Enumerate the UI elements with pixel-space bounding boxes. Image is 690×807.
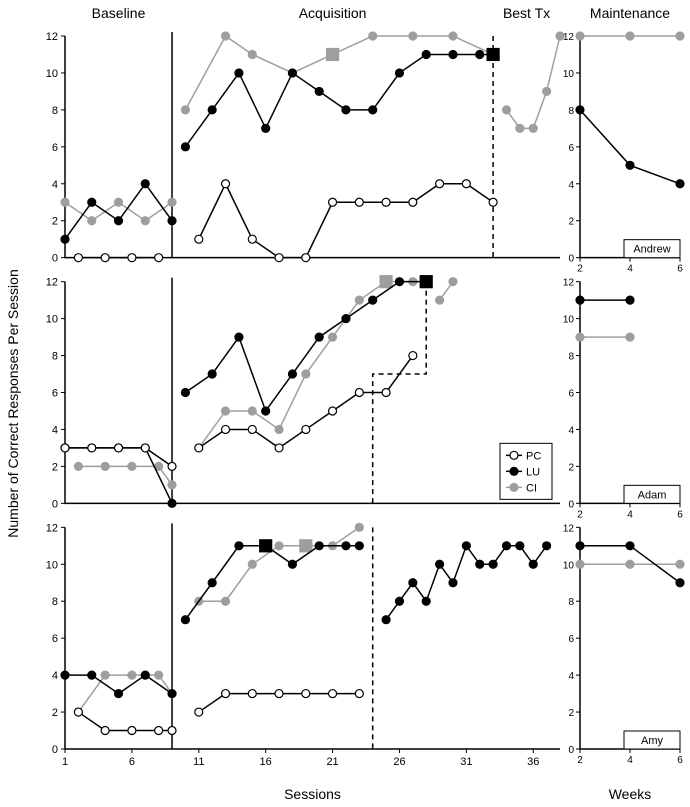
svg-text:2: 2	[577, 755, 583, 766]
svg-text:12: 12	[46, 522, 58, 534]
svg-text:8: 8	[568, 352, 574, 363]
svg-text:8: 8	[52, 105, 58, 117]
svg-text:6: 6	[52, 142, 58, 154]
svg-text:2: 2	[568, 217, 574, 228]
svg-text:12: 12	[46, 31, 58, 43]
svg-text:12: 12	[563, 32, 575, 43]
svg-text:4: 4	[52, 179, 58, 191]
svg-text:10: 10	[563, 69, 575, 80]
svg-text:4: 4	[627, 509, 633, 520]
svg-text:0: 0	[52, 498, 58, 510]
svg-text:8: 8	[568, 106, 574, 117]
svg-text:6: 6	[568, 634, 574, 645]
svg-text:2: 2	[577, 264, 583, 275]
svg-text:10: 10	[563, 560, 575, 571]
svg-text:0: 0	[52, 253, 58, 265]
svg-text:26: 26	[393, 756, 405, 768]
svg-text:0: 0	[568, 254, 574, 265]
panel-adam: 024681012024681012246Adam	[46, 276, 683, 521]
svg-text:8: 8	[568, 597, 574, 608]
svg-text:10: 10	[46, 68, 58, 80]
svg-text:4: 4	[52, 670, 58, 682]
svg-text:11: 11	[193, 756, 204, 768]
xlabel-weeks: Weeks	[609, 786, 652, 802]
svg-text:2: 2	[577, 509, 583, 520]
panel-amy: 02468101216111621263136024681012246Amy	[46, 522, 684, 768]
svg-text:12: 12	[563, 523, 575, 534]
svg-text:4: 4	[627, 264, 633, 275]
xlabel-sessions: Sessions	[284, 786, 341, 802]
svg-text:6: 6	[568, 143, 574, 154]
svg-text:PC: PC	[526, 450, 541, 462]
svg-text:Best Tx: Best Tx	[503, 5, 550, 21]
svg-text:4: 4	[568, 180, 574, 191]
svg-text:21: 21	[326, 756, 338, 768]
svg-text:4: 4	[52, 424, 58, 436]
svg-text:Maintenance: Maintenance	[590, 5, 670, 21]
svg-text:Baseline: Baseline	[92, 5, 146, 21]
svg-text:6: 6	[52, 388, 58, 400]
svg-text:6: 6	[677, 755, 683, 766]
svg-text:2: 2	[52, 461, 58, 473]
svg-text:0: 0	[568, 499, 574, 510]
svg-text:6: 6	[677, 509, 683, 520]
svg-text:8: 8	[52, 596, 58, 608]
svg-text:2: 2	[52, 216, 58, 228]
svg-text:2: 2	[568, 708, 574, 719]
svg-text:12: 12	[563, 278, 575, 289]
svg-text:10: 10	[46, 559, 58, 571]
subject-label: Andrew	[633, 244, 670, 256]
svg-text:Number of Correct Responses Pe: Number of Correct Responses Per Session	[5, 269, 21, 537]
svg-text:4: 4	[568, 671, 574, 682]
svg-text:6: 6	[677, 264, 683, 275]
svg-text:8: 8	[52, 351, 58, 363]
svg-text:1: 1	[62, 756, 68, 768]
svg-text:0: 0	[52, 744, 58, 756]
svg-text:2: 2	[568, 462, 574, 473]
svg-text:10: 10	[563, 315, 575, 326]
svg-text:CI: CI	[526, 482, 537, 494]
subject-label: Amy	[641, 735, 664, 747]
svg-text:6: 6	[129, 756, 135, 768]
panel-andrew: 024681012024681012246Andrew	[46, 31, 684, 275]
svg-text:4: 4	[568, 425, 574, 436]
svg-text:6: 6	[52, 633, 58, 645]
svg-text:6: 6	[568, 389, 574, 400]
subject-label: Adam	[638, 489, 667, 501]
svg-text:36: 36	[527, 756, 539, 768]
svg-text:12: 12	[46, 277, 58, 289]
multi-panel-chart: Baseline Acquisition Best Tx Maintenance Num…	[0, 0, 690, 807]
svg-text:16: 16	[260, 756, 272, 768]
svg-text:31: 31	[460, 756, 472, 768]
svg-text:4: 4	[627, 755, 633, 766]
svg-text:10: 10	[46, 314, 58, 326]
legend: PC LU CI	[500, 443, 552, 499]
svg-text:0: 0	[568, 745, 574, 756]
svg-text:LU: LU	[526, 466, 540, 478]
svg-text:Acquisition: Acquisition	[299, 5, 367, 21]
svg-text:2: 2	[52, 707, 58, 719]
